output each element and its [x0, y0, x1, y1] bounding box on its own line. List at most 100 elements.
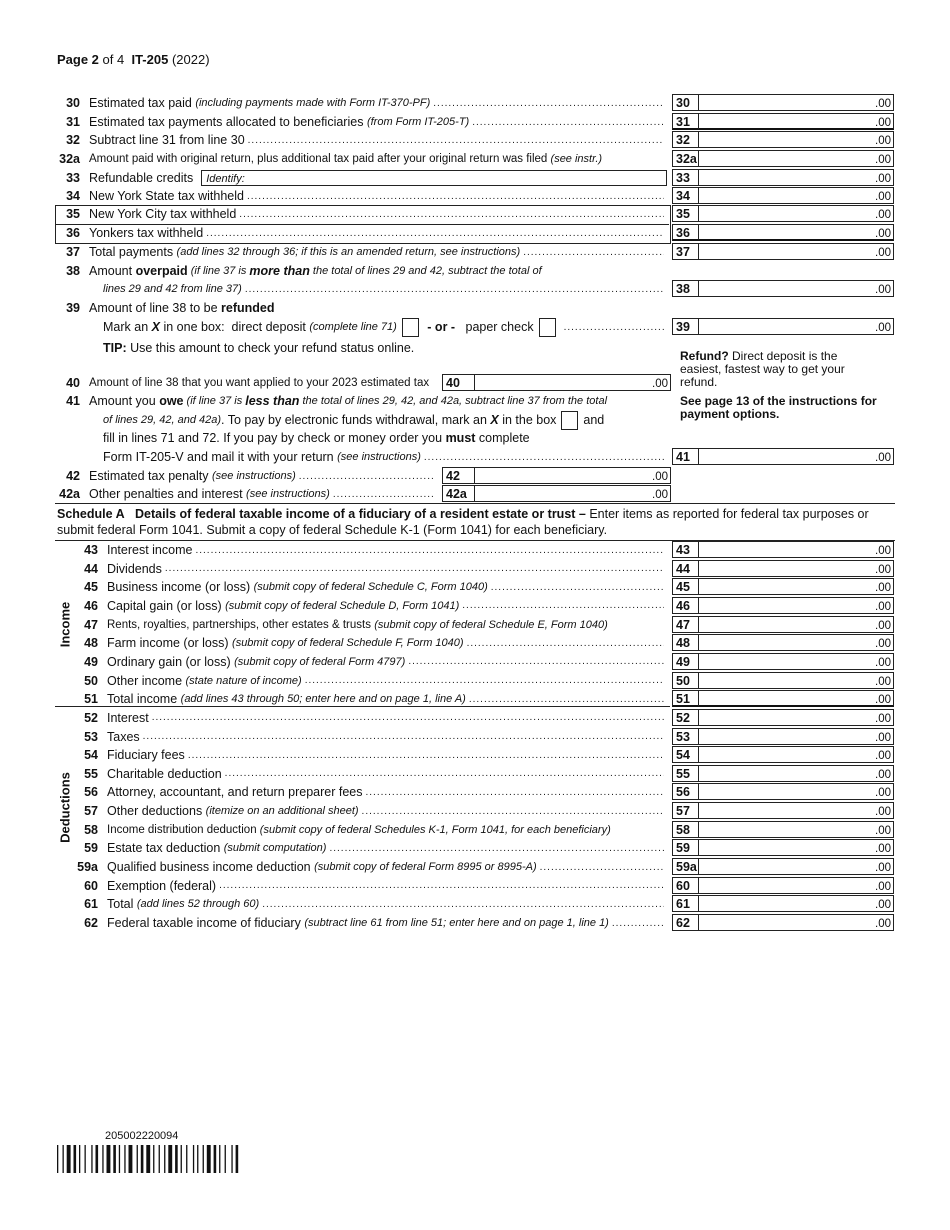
barcode-bar — [106, 1145, 111, 1173]
line-text: (submit copy of federal Schedule E, Form… — [374, 618, 608, 631]
checkbox[interactable] — [561, 410, 579, 430]
amount-input-32[interactable]: .00 — [699, 131, 894, 148]
amount-input-41[interactable]: .00 — [699, 448, 894, 465]
amount-input-45[interactable]: .00 — [699, 578, 894, 596]
amount-input-34[interactable]: .00 — [699, 187, 894, 204]
dot-leader: ........................................… — [466, 637, 664, 649]
line-box-label: 55 — [672, 764, 699, 782]
line-box-label: 36 — [672, 224, 699, 241]
amount-input-43[interactable]: .00 — [699, 541, 894, 558]
barcode-icon — [57, 1145, 239, 1173]
amount-input-35[interactable]: .00 — [699, 205, 894, 222]
line-text: Amount of line 38 to be — [89, 301, 222, 315]
line-text: owe — [159, 394, 184, 408]
line-text: Taxes — [107, 729, 140, 744]
amount-input-44[interactable]: .00 — [699, 559, 894, 577]
amount-input-54[interactable]: .00 — [699, 746, 894, 764]
line-text: Capital gain (or loss) — [107, 598, 226, 613]
amount-input-59[interactable]: .00 — [699, 839, 894, 857]
amount-input-52[interactable]: .00 — [699, 708, 894, 726]
line-number: 40 — [66, 376, 80, 390]
barcode-bar — [73, 1145, 77, 1173]
dot-leader: ........................................… — [468, 693, 664, 705]
amount-input-62[interactable]: .00 — [699, 914, 894, 931]
amount-input-38[interactable]: .00 — [699, 280, 894, 297]
dot-leader: ........................................… — [239, 208, 664, 220]
line-number: 55 — [84, 766, 98, 781]
amount-input-40[interactable]: .00 — [475, 374, 671, 391]
line-box-label: 44 — [672, 559, 699, 577]
amount-input-51[interactable]: .00 — [699, 690, 894, 708]
barcode-bar — [136, 1145, 138, 1173]
line-number: 57 — [84, 804, 98, 819]
dot-leader: ........................................… — [462, 600, 664, 612]
line-text: (add lines 32 through 36; if this is an … — [176, 246, 521, 258]
line-box-label: 45 — [672, 578, 699, 596]
line-number: 60 — [84, 878, 98, 893]
barcode-bar — [66, 1145, 71, 1173]
amount-input-59a[interactable]: .00 — [699, 858, 894, 876]
line-text: Total payments — [89, 245, 177, 259]
line-box-label: 50 — [672, 671, 699, 689]
line-text: (itemize on an additional sheet) — [205, 805, 359, 818]
dot-leader: ........................................… — [563, 321, 664, 333]
payment-note: See page 13 of the instructions for paym… — [680, 394, 877, 421]
line-text: Other income — [107, 673, 186, 688]
barcode-bar — [231, 1145, 233, 1173]
line-box-label: 59 — [672, 839, 699, 857]
amount-input-36[interactable]: .00 — [699, 224, 894, 241]
line-number: 52 — [84, 710, 98, 725]
page-count: of 4 — [102, 52, 125, 67]
line-box-label: 32a — [672, 150, 699, 167]
amount-input-56[interactable]: .00 — [699, 783, 894, 801]
line-text: lines 29 and 42 from line 37) — [103, 283, 242, 295]
barcode-bar — [84, 1145, 86, 1173]
line-text: (see instructions) — [337, 451, 421, 463]
schedule-a-heading: Schedule A Details of federal taxable in… — [57, 506, 897, 538]
amount-input-39[interactable]: .00 — [699, 318, 894, 335]
form-year: (2022) — [171, 52, 210, 67]
amount-input-31[interactable]: .00 — [699, 113, 894, 130]
dot-leader: ........................................… — [247, 134, 664, 146]
barcode-bar — [118, 1145, 121, 1173]
checkbox[interactable] — [401, 317, 419, 337]
amount-input-42[interactable]: .00 — [475, 467, 671, 484]
line-text: Amount of line 38 that you want applied … — [89, 377, 430, 389]
line-text: Estimated tax paid — [89, 96, 196, 110]
amount-input-33[interactable]: .00 — [699, 169, 894, 186]
identify-input[interactable]: Identify: — [201, 170, 667, 186]
amount-input-30[interactable]: .00 — [699, 94, 894, 111]
line-text: Interest — [107, 710, 149, 725]
amount-input-61[interactable]: .00 — [699, 895, 894, 913]
amount-input-37[interactable]: .00 — [699, 243, 894, 260]
amount-input-32a[interactable]: .00 — [699, 150, 894, 167]
amount-input-47[interactable]: .00 — [699, 615, 894, 633]
line-number: 32 — [66, 133, 80, 147]
line-box-label: 62 — [672, 914, 699, 931]
amount-input-50[interactable]: .00 — [699, 671, 894, 689]
line-box-label: 46 — [672, 596, 699, 614]
amount-input-48[interactable]: .00 — [699, 634, 894, 652]
line-text: (submit copy of federal Schedule D, Form… — [225, 599, 460, 612]
amount-input-49[interactable]: .00 — [699, 652, 894, 670]
line-number: 58 — [84, 822, 98, 837]
line-text: (from Form IT-205-T) — [366, 116, 470, 128]
amount-input-57[interactable]: .00 — [699, 802, 894, 820]
line-text: Attorney, accountant, and return prepare… — [107, 785, 363, 800]
barcode-bar — [62, 1145, 64, 1173]
amount-input-60[interactable]: .00 — [699, 876, 894, 894]
line-text: (complete line 71) — [309, 321, 397, 333]
line-text: Amount you — [89, 394, 160, 408]
amount-input-46[interactable]: .00 — [699, 596, 894, 614]
amount-input-58[interactable]: .00 — [699, 820, 894, 838]
barcode-bar — [146, 1145, 151, 1173]
line-box-label: 31 — [672, 113, 699, 130]
checkbox[interactable] — [538, 317, 556, 337]
line-text: more than — [249, 264, 310, 278]
line-box-label: 41 — [672, 448, 699, 465]
line-text: (see instructions) — [211, 470, 296, 482]
amount-input-55[interactable]: .00 — [699, 764, 894, 782]
dot-leader: ........................................… — [224, 768, 664, 780]
amount-input-53[interactable]: .00 — [699, 727, 894, 745]
amount-input-42a[interactable]: .00 — [475, 485, 671, 502]
